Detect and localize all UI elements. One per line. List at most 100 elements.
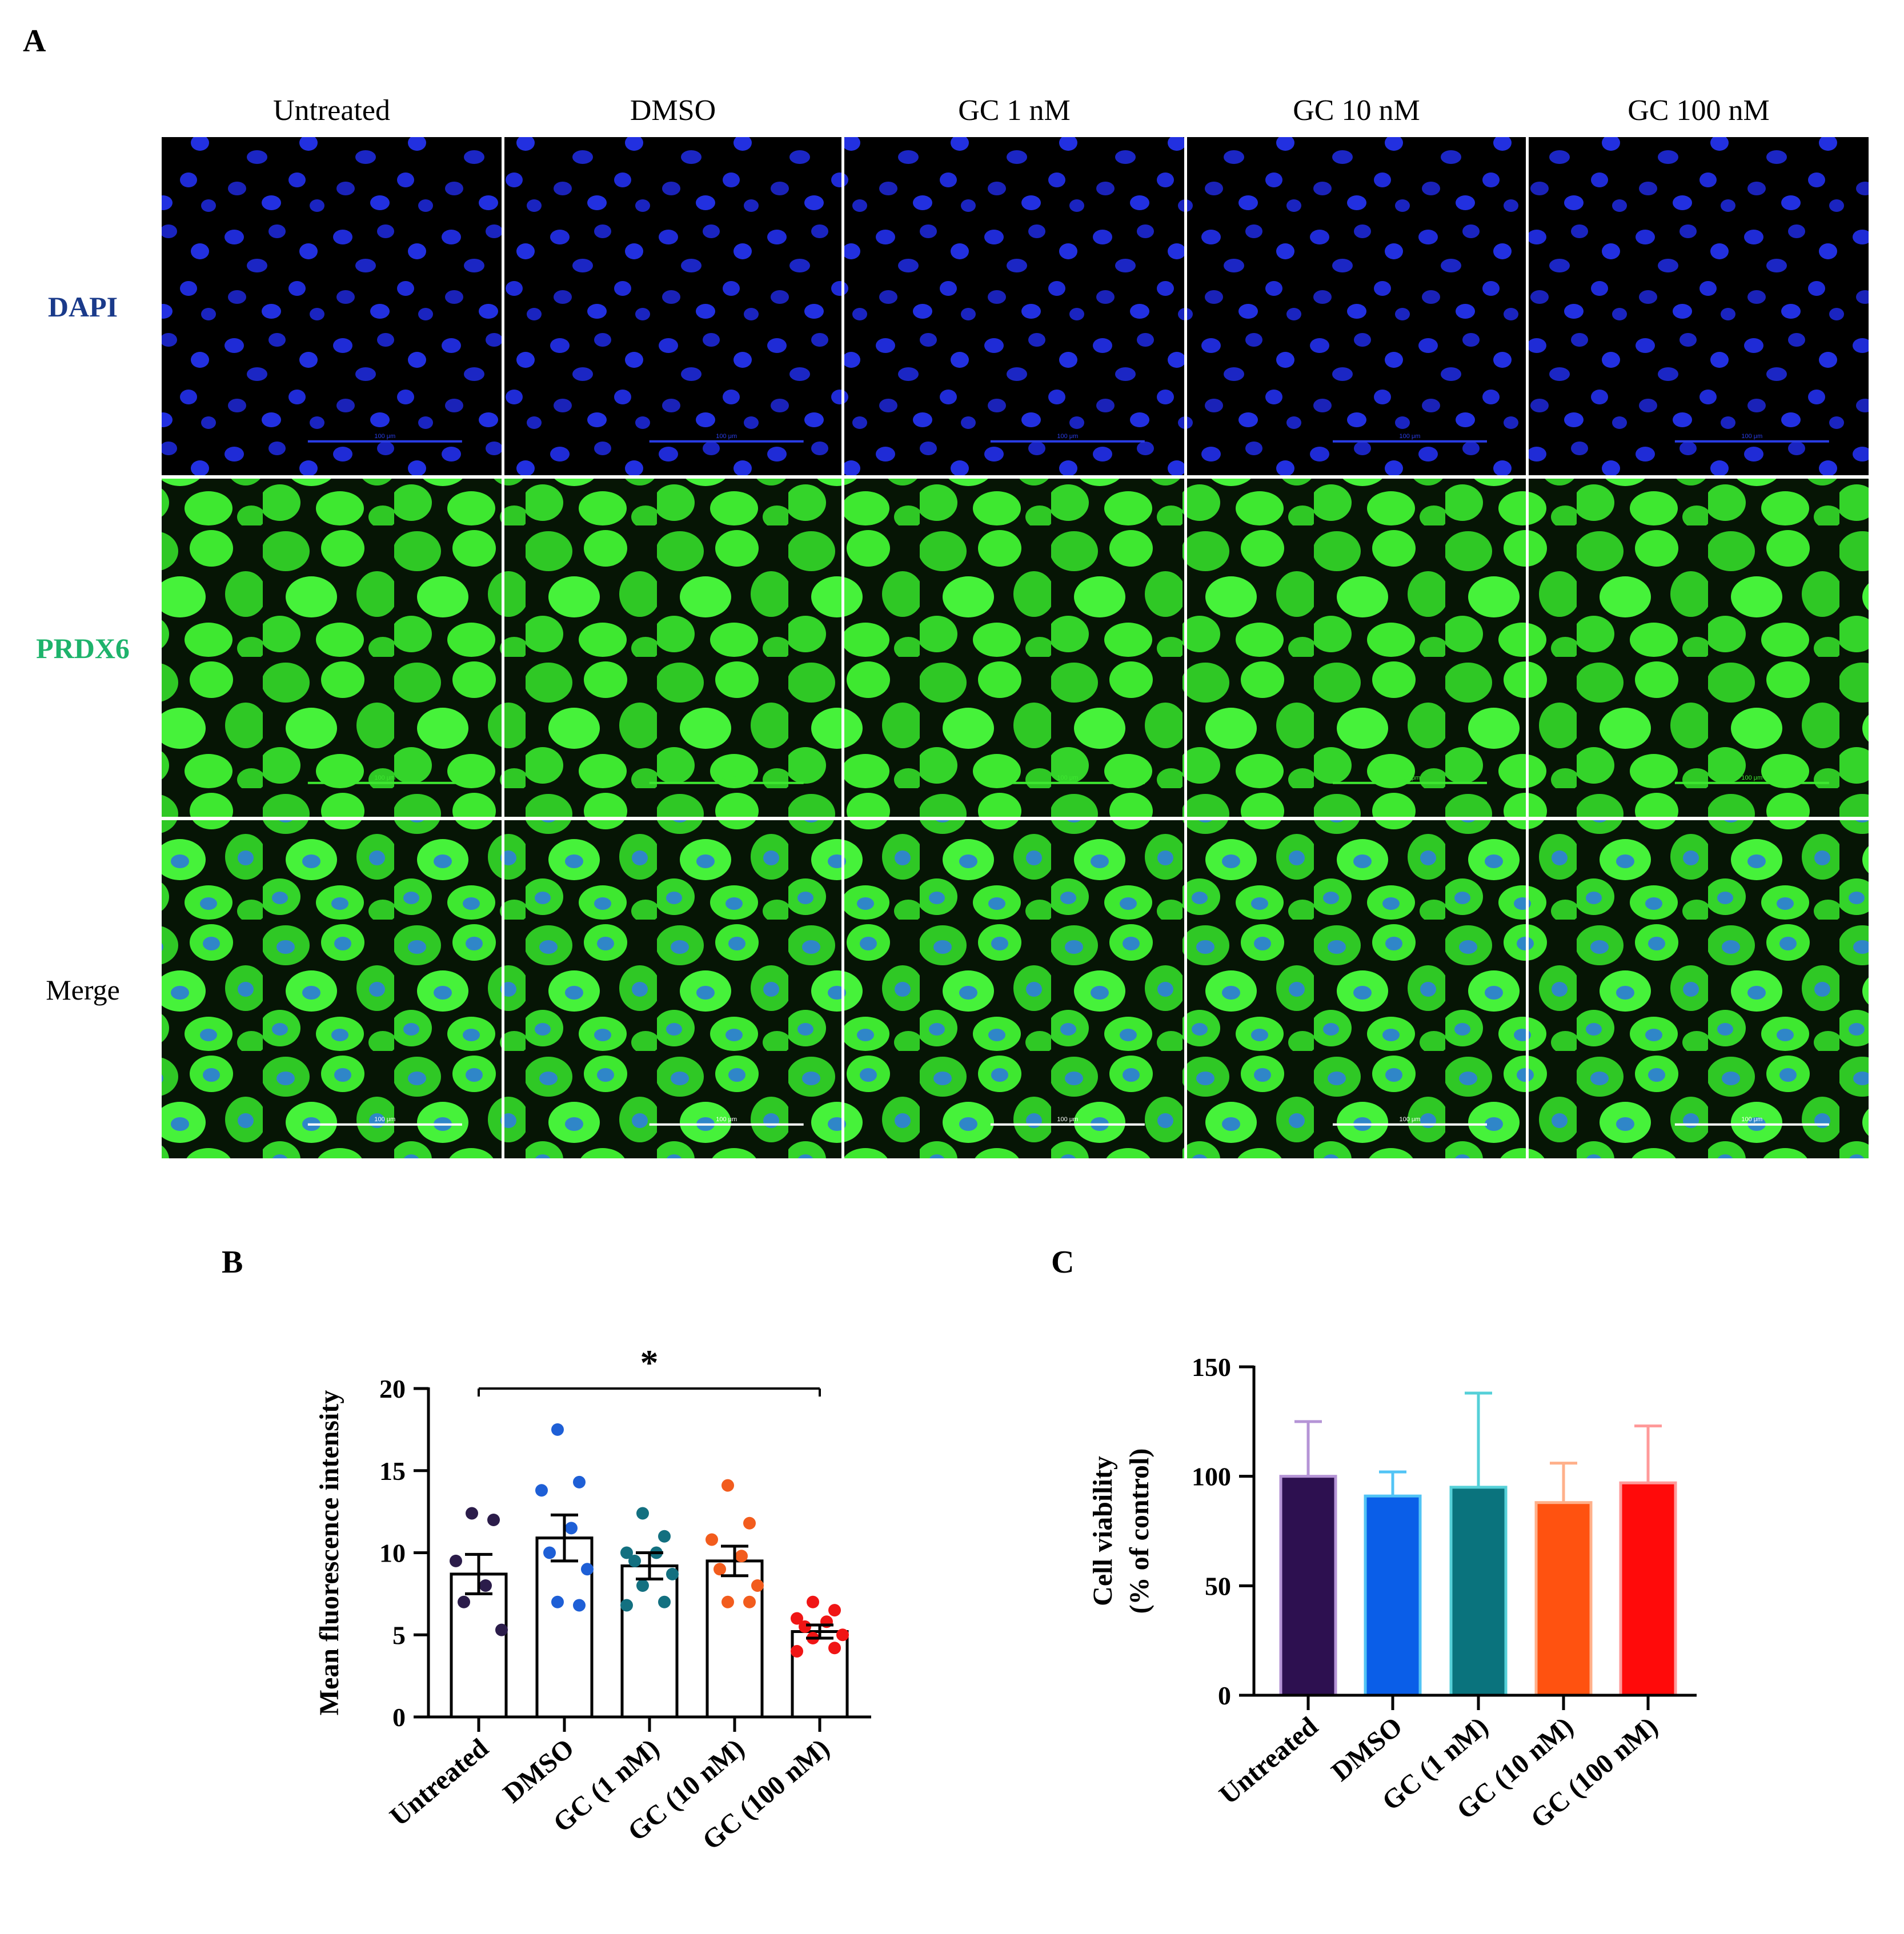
- scale-bar-label: 100 μm: [374, 775, 395, 781]
- scale-bar-label: 100 μm: [374, 1116, 395, 1123]
- row-label-dapi: DAPI: [48, 291, 118, 323]
- panel-letter-a: A: [23, 23, 46, 59]
- data-point: [551, 1423, 564, 1436]
- scale-bar-label: 100 μm: [1057, 433, 1078, 440]
- micrograph-image: [844, 479, 1184, 817]
- data-point: [458, 1595, 470, 1608]
- x-tick-label-0: Untreated: [1213, 1711, 1324, 1811]
- data-point: [828, 1642, 841, 1655]
- bar-0: [450, 1572, 508, 1719]
- data-point: [479, 1579, 492, 1592]
- data-point: [828, 1604, 841, 1617]
- scale-bar-label: 100 μm: [1400, 1116, 1421, 1123]
- micrograph-prdx6-4: 100 μm: [1529, 479, 1869, 817]
- column-headers: Untreated DMSO GC 1 nM GC 10 nM GC 100 nM: [273, 94, 1770, 127]
- y-axis-title: Mean fluorescence intensity: [314, 1390, 344, 1716]
- y-tick-label: 5: [392, 1620, 406, 1650]
- data-point: [706, 1533, 718, 1546]
- scale-bar-label: 100 μm: [1741, 775, 1762, 781]
- x-tick-label-1: DMSO: [1326, 1711, 1408, 1787]
- micrograph-merge-1: 100 μm: [504, 820, 841, 1158]
- bar-0: [1279, 1475, 1337, 1697]
- bar-1: [1364, 1494, 1422, 1697]
- micrograph-dapi-2: 100 μm: [844, 137, 1184, 475]
- micrograph-image: [162, 479, 502, 817]
- micrograph-image: [1187, 137, 1526, 475]
- column-header-0: Untreated: [273, 94, 390, 127]
- micrograph-image: [162, 820, 502, 1158]
- data-point: [807, 1595, 819, 1608]
- y-tick-label: 10: [379, 1539, 406, 1568]
- y-tick-label: 50: [1205, 1571, 1231, 1600]
- row-labels: DAPI PRDX6 Merge: [36, 291, 130, 1006]
- micrograph-merge-4: 100 μm: [1529, 820, 1869, 1158]
- micrograph-merge-2: 100 μm: [844, 820, 1184, 1158]
- micrograph-image: [1529, 479, 1869, 817]
- data-point: [743, 1516, 756, 1530]
- micrograph-image: [844, 137, 1184, 475]
- y-tick-label: 150: [1192, 1353, 1231, 1382]
- micrograph-image: [504, 137, 841, 475]
- x-tick-label-0: Untreated: [384, 1733, 494, 1832]
- y-tick-label: 100: [1192, 1462, 1231, 1491]
- micrograph-dapi-1: 100 μm: [504, 137, 841, 475]
- scale-bar-label: 100 μm: [1057, 775, 1078, 781]
- micrograph-image: [504, 479, 841, 817]
- y-axis-title-2: (% of control): [1124, 1449, 1155, 1614]
- data-point: [658, 1530, 671, 1543]
- micrograph-prdx6-2: 100 μm: [844, 479, 1184, 817]
- data-point: [620, 1546, 633, 1559]
- micrograph-image: [1187, 820, 1526, 1158]
- data-point: [714, 1563, 726, 1576]
- data-point: [791, 1612, 803, 1625]
- row-label-prdx6: PRDX6: [36, 632, 130, 664]
- scale-bar-label: 100 μm: [1741, 433, 1762, 440]
- scale-bar-label: 100 μm: [1057, 1116, 1078, 1123]
- data-point: [658, 1595, 671, 1608]
- data-point: [551, 1595, 564, 1608]
- data-point: [581, 1563, 594, 1576]
- data-point: [573, 1599, 586, 1612]
- data-point: [735, 1550, 748, 1563]
- y-axis-title: Cell viability: [1088, 1456, 1118, 1606]
- micrograph-prdx6-1: 100 μm: [504, 479, 841, 817]
- bar-4: [1619, 1481, 1677, 1697]
- bar-3: [1534, 1501, 1593, 1697]
- data-point: [620, 1599, 633, 1612]
- scale-bar-label: 100 μm: [716, 433, 737, 440]
- micrograph-image: [844, 820, 1184, 1158]
- data-point: [751, 1579, 764, 1592]
- scale-bar-label: 100 μm: [716, 775, 737, 781]
- scale-bar-label: 100 μm: [1400, 433, 1421, 440]
- data-point: [743, 1595, 756, 1608]
- data-point: [565, 1522, 578, 1535]
- scale-bar-label: 100 μm: [1400, 775, 1421, 781]
- micrograph-prdx6-3: 100 μm: [1187, 479, 1526, 817]
- micrograph-image: [1529, 137, 1869, 475]
- y-tick-label: 15: [379, 1456, 406, 1486]
- micrograph-dapi-4: 100 μm: [1529, 137, 1869, 475]
- chart-b-fluorescence: 0 5 10 15 20 Mean fluorescence intensity Untre…: [314, 1342, 871, 1856]
- data-point: [721, 1595, 734, 1608]
- micrograph-merge-0: 100 μm: [162, 820, 502, 1158]
- data-point: [636, 1579, 649, 1592]
- scale-bar-label: 100 μm: [1741, 1116, 1762, 1123]
- row-label-merge: Merge: [46, 974, 120, 1006]
- column-header-3: GC 10 nM: [1293, 94, 1420, 127]
- bar-2: [620, 1564, 679, 1719]
- data-point: [799, 1620, 811, 1633]
- significance-marker: *: [640, 1342, 659, 1383]
- bar-2: [1449, 1486, 1508, 1697]
- column-header-4: GC 100 nM: [1628, 94, 1769, 127]
- column-header-2: GC 1 nM: [958, 94, 1070, 127]
- data-point: [487, 1514, 500, 1526]
- data-point: [628, 1554, 641, 1567]
- micrograph-image: [1187, 479, 1526, 817]
- micrograph-prdx6-0: 100 μm: [162, 479, 502, 817]
- data-point: [450, 1554, 462, 1567]
- data-point: [721, 1479, 734, 1492]
- panel-letter-c: C: [1051, 1245, 1074, 1280]
- data-point: [466, 1507, 478, 1520]
- micrograph-image: [162, 137, 502, 475]
